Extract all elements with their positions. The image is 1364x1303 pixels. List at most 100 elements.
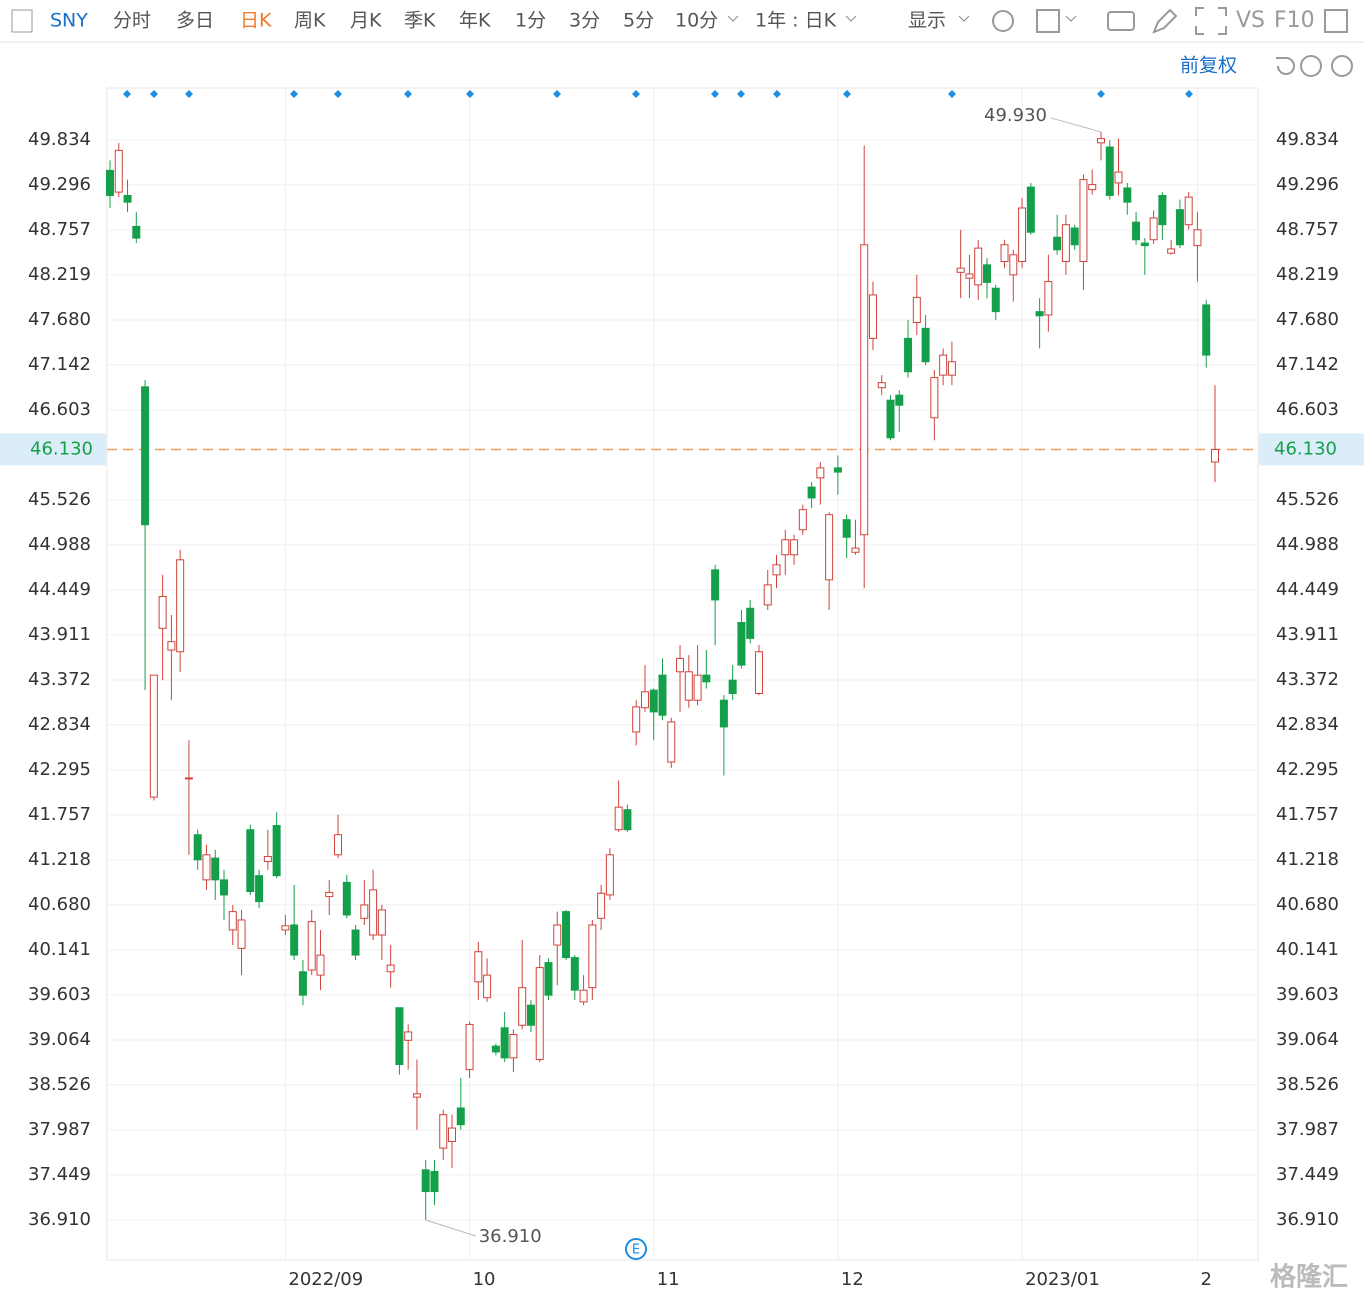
candle-body [640, 691, 649, 709]
period-tab[interactable]: 多日 [176, 10, 214, 32]
candle-body [912, 296, 921, 323]
display-select[interactable]: 显示 [908, 10, 946, 32]
last-price-box [0, 433, 106, 466]
chevron [1065, 15, 1077, 22]
period-tab[interactable]: 1分 [515, 10, 546, 32]
candle-body [483, 974, 492, 999]
candle-body [246, 829, 255, 893]
period-tab[interactable]: 季K [404, 10, 436, 32]
y-tick-label-right: 40.680 [1276, 894, 1339, 915]
period-tab[interactable]: 日K [240, 10, 272, 32]
event-icon[interactable] [625, 1238, 647, 1260]
candle-body [386, 964, 395, 973]
candle-body [1105, 146, 1114, 196]
y-tick-label: 47.680 [28, 309, 91, 330]
candle-body [658, 674, 667, 716]
candle-body [974, 247, 983, 286]
candle-body [290, 924, 299, 956]
settings-icon[interactable] [992, 10, 1014, 32]
candle-body [711, 569, 720, 601]
candle-body [298, 971, 307, 996]
event-marker [466, 90, 474, 98]
range-select[interactable]: 1年 : 日K [755, 10, 837, 32]
y-tick-label: 49.296 [28, 174, 91, 195]
vs-button[interactable]: VS [1236, 8, 1265, 33]
y-tick-label: 43.372 [28, 669, 91, 690]
y-tick-label: 48.219 [28, 264, 91, 285]
candle-body [719, 699, 728, 728]
camera-icon[interactable] [1107, 11, 1135, 31]
y-tick-label-right: 37.449 [1276, 1164, 1339, 1185]
watermark: 格隆汇 [1270, 1262, 1348, 1293]
y-tick-label-right: 48.757 [1276, 219, 1339, 240]
shape-icon[interactable] [1036, 9, 1060, 33]
candle-body [149, 674, 158, 798]
y-tick-label: 41.218 [28, 849, 91, 870]
adjust-button[interactable]: 前复权 [1180, 55, 1237, 77]
low-pointer [425, 1219, 476, 1237]
y-tick-label: 41.757 [28, 804, 91, 825]
zoom-in[interactable] [1331, 55, 1353, 77]
symbol[interactable]: SNY [50, 10, 88, 32]
candle-body [1044, 281, 1053, 316]
zoom-out[interactable] [1300, 55, 1322, 77]
y-tick-label: 37.987 [28, 1119, 91, 1140]
candle-body [518, 987, 527, 1026]
candle-body [263, 855, 272, 862]
y-tick-label: 43.911 [28, 624, 91, 645]
candle-body [202, 854, 211, 881]
y-tick-label-right: 47.680 [1276, 309, 1339, 330]
y-tick-label-right: 42.295 [1276, 759, 1339, 780]
period-tab[interactable]: 分时 [113, 10, 151, 32]
candle-body [255, 875, 264, 903]
y-tick-label-right: 39.603 [1276, 984, 1339, 1005]
sidebar-icon[interactable] [11, 9, 33, 33]
chevron [958, 15, 970, 22]
period-tab[interactable]: 月K [350, 10, 382, 32]
candle-body [728, 679, 737, 695]
candle-body [377, 909, 386, 936]
period-tab[interactable]: 10分 [675, 10, 718, 32]
undo-icon[interactable] [1276, 57, 1295, 75]
candle-body [193, 834, 202, 861]
event-marker [843, 90, 851, 98]
draw-icon[interactable] [1152, 8, 1178, 34]
y-tick-label: 46.603 [28, 399, 91, 420]
period-tab[interactable]: 年K [459, 10, 491, 32]
candle-body [781, 539, 790, 556]
candle-body [123, 194, 132, 203]
candle-body [342, 881, 351, 916]
x-tick-label: 2022/09 [288, 1269, 363, 1290]
period-tab[interactable]: 3分 [569, 10, 600, 32]
plot-area [106, 87, 1259, 1261]
candle-body [421, 1169, 430, 1193]
event-marker [290, 90, 298, 98]
candle-body [597, 892, 606, 919]
event-marker [632, 90, 640, 98]
candle-body [579, 989, 588, 1003]
fullscreen-icon[interactable] [1195, 7, 1227, 35]
event-marker [773, 90, 781, 98]
candle-body [325, 891, 334, 898]
candle-body [895, 394, 904, 406]
last-price-label: 46.130 [30, 439, 93, 460]
candle-body [632, 706, 641, 733]
candle-body [605, 854, 614, 896]
candle-body [868, 294, 877, 339]
candle-body [851, 547, 860, 553]
period-tab[interactable]: 周K [294, 10, 326, 32]
candle-body [939, 354, 948, 376]
x-tick-label: 2 [1200, 1269, 1211, 1290]
candle-body [772, 564, 781, 576]
candle-body [395, 1007, 404, 1066]
event-icon-letter: E [632, 1243, 640, 1258]
chevron [727, 15, 739, 22]
y-tick-label: 42.295 [28, 759, 91, 780]
period-tab[interactable]: 5分 [623, 10, 654, 32]
candle-body [746, 607, 755, 639]
y-tick-label: 39.064 [28, 1029, 91, 1050]
candle-body [106, 169, 114, 196]
f10-button[interactable]: F10 [1274, 8, 1315, 33]
panel-icon[interactable] [1324, 9, 1348, 33]
